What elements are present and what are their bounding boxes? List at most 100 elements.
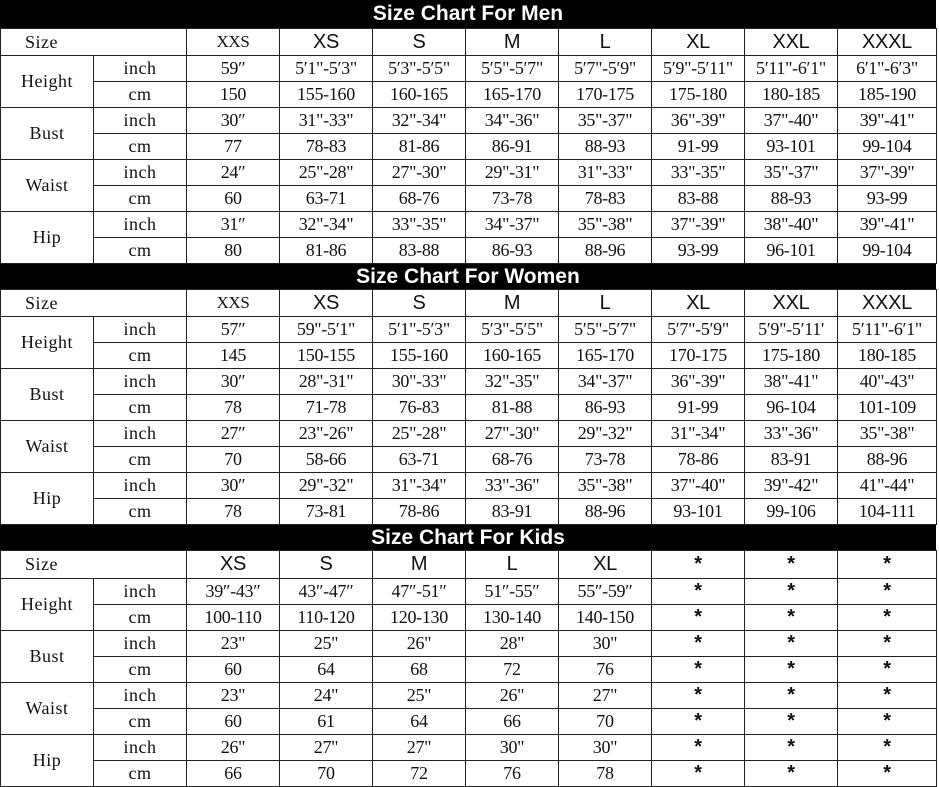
value-cell: 76-83 <box>372 394 466 421</box>
value-cell: 33"-35" <box>372 211 466 238</box>
size-label: Size <box>0 550 187 579</box>
unit-label: inch <box>93 682 187 709</box>
value-cell: 88-93 <box>558 133 652 160</box>
unit-label: cm <box>93 185 187 212</box>
value-cell: * <box>837 734 937 761</box>
value-cell: 37"-39" <box>651 211 745 238</box>
unit-label: cm <box>93 708 187 735</box>
value-cell: * <box>837 760 937 787</box>
value-cell: * <box>651 604 745 631</box>
size-header-cell: * <box>744 550 838 579</box>
value-cell: * <box>651 630 745 657</box>
value-cell: 47″-51″ <box>372 578 466 605</box>
unit-label: inch <box>93 55 187 82</box>
unit-label: cm <box>93 498 187 525</box>
value-cell: 27" <box>558 682 652 709</box>
value-cell: 43″-47″ <box>279 578 373 605</box>
value-cell: 83-88 <box>372 237 466 264</box>
value-cell: * <box>651 708 745 735</box>
value-cell: 86-93 <box>465 237 559 264</box>
value-cell: 130-140 <box>465 604 559 631</box>
value-cell: 93-99 <box>837 185 937 212</box>
table-row: cm 60 63-71 68-76 73-78 78-83 83-88 88-93 93-99 <box>1 185 937 212</box>
unit-label: inch <box>93 630 187 657</box>
value-cell: 39"-42" <box>744 472 838 499</box>
value-cell: 145 <box>186 342 280 369</box>
size-label: Size <box>0 289 187 317</box>
value-cell: 155-160 <box>279 81 373 108</box>
value-cell: 5′11"-6′1" <box>837 316 937 343</box>
value-cell: 40"-43" <box>837 368 937 395</box>
size-header-cell: M <box>465 289 559 317</box>
value-cell: 28"-31" <box>279 368 373 395</box>
value-cell: 25" <box>372 682 466 709</box>
value-cell: 38"-41" <box>744 368 838 395</box>
value-cell: 80 <box>186 237 280 264</box>
value-cell: 29"-31" <box>465 159 559 186</box>
table-row: Hip inch 30″ 29"-32" 31"-34" 33"-36" 35"-38" 37… <box>0 472 937 525</box>
value-cell: 63-71 <box>372 446 466 473</box>
value-cell: 175-180 <box>744 342 838 369</box>
size-row: Size XS S M L XL * * * <box>0 550 937 579</box>
value-cell: 68 <box>372 656 466 683</box>
value-cell: * <box>744 734 838 761</box>
value-cell: 175-180 <box>651 81 745 108</box>
value-cell: 160-165 <box>465 342 559 369</box>
value-cell: 180-185 <box>744 81 838 108</box>
value-cell: 30" <box>465 734 559 761</box>
value-cell: 5′7"-5′9" <box>558 55 652 82</box>
value-cell: 58-66 <box>279 446 373 473</box>
value-cell: 88-96 <box>837 446 937 473</box>
value-cell: 88-96 <box>558 237 652 264</box>
value-cell: * <box>651 734 745 761</box>
measurement-label: Bust <box>0 368 94 421</box>
value-cell: 70 <box>558 708 652 735</box>
value-cell: 25"-28" <box>372 420 466 447</box>
value-cell: 36"-39" <box>651 107 745 134</box>
size-header-cell: S <box>372 289 466 317</box>
table-row: cm 78 71-78 76-83 81-88 86-93 91-99 96-104 101-1… <box>1 394 937 421</box>
value-cell: 73-81 <box>279 498 373 525</box>
value-cell: 185-190 <box>837 81 937 108</box>
unit-label: cm <box>93 656 187 683</box>
value-cell: 96-101 <box>744 237 838 264</box>
value-cell: 78 <box>186 498 280 525</box>
value-cell: 24" <box>279 682 373 709</box>
table-row: Waist inch 27″ 23"-26" 25"-28" 27"-30" 29"-32"… <box>0 420 937 473</box>
value-cell: 180-185 <box>837 342 937 369</box>
value-cell: * <box>744 708 838 735</box>
value-cell: 5′5"-5′7" <box>558 316 652 343</box>
value-cell: 64 <box>372 708 466 735</box>
value-cell: * <box>744 760 838 787</box>
value-cell: 160-165 <box>372 81 466 108</box>
value-cell: 27"-30" <box>372 159 466 186</box>
value-cell: 32"-35" <box>465 368 559 395</box>
value-cell: 70 <box>186 446 280 473</box>
value-cell: 73-78 <box>465 185 559 212</box>
value-cell: 81-86 <box>372 133 466 160</box>
value-cell: 30″ <box>186 107 280 134</box>
value-cell: 27″ <box>186 420 280 447</box>
value-cell: 66 <box>465 708 559 735</box>
value-cell: 31″ <box>186 211 280 238</box>
value-cell: * <box>744 630 838 657</box>
size-header-cell: M <box>465 28 559 56</box>
value-cell: 25" <box>279 630 373 657</box>
value-cell: 155-160 <box>372 342 466 369</box>
value-cell: 33"-36" <box>465 472 559 499</box>
value-cell: 72 <box>465 656 559 683</box>
value-cell: 88-96 <box>558 498 652 525</box>
table-row: Waist inch 24″ 25"-28" 27"-30" 29"-31" 31"-33"… <box>0 159 937 212</box>
value-cell: 27" <box>372 734 466 761</box>
value-cell: 5′7"-5′9" <box>651 316 745 343</box>
size-header-cell: * <box>651 550 745 579</box>
value-cell: * <box>837 682 937 709</box>
size-header-cell: XL <box>651 28 745 56</box>
value-cell: 77 <box>186 133 280 160</box>
size-header-cell: L <box>465 550 559 579</box>
value-cell: 81-88 <box>465 394 559 421</box>
size-header-cell: XXL <box>744 289 838 317</box>
value-cell: 26" <box>372 630 466 657</box>
unit-label: cm <box>93 760 187 787</box>
value-cell: 39"-41" <box>837 107 937 134</box>
